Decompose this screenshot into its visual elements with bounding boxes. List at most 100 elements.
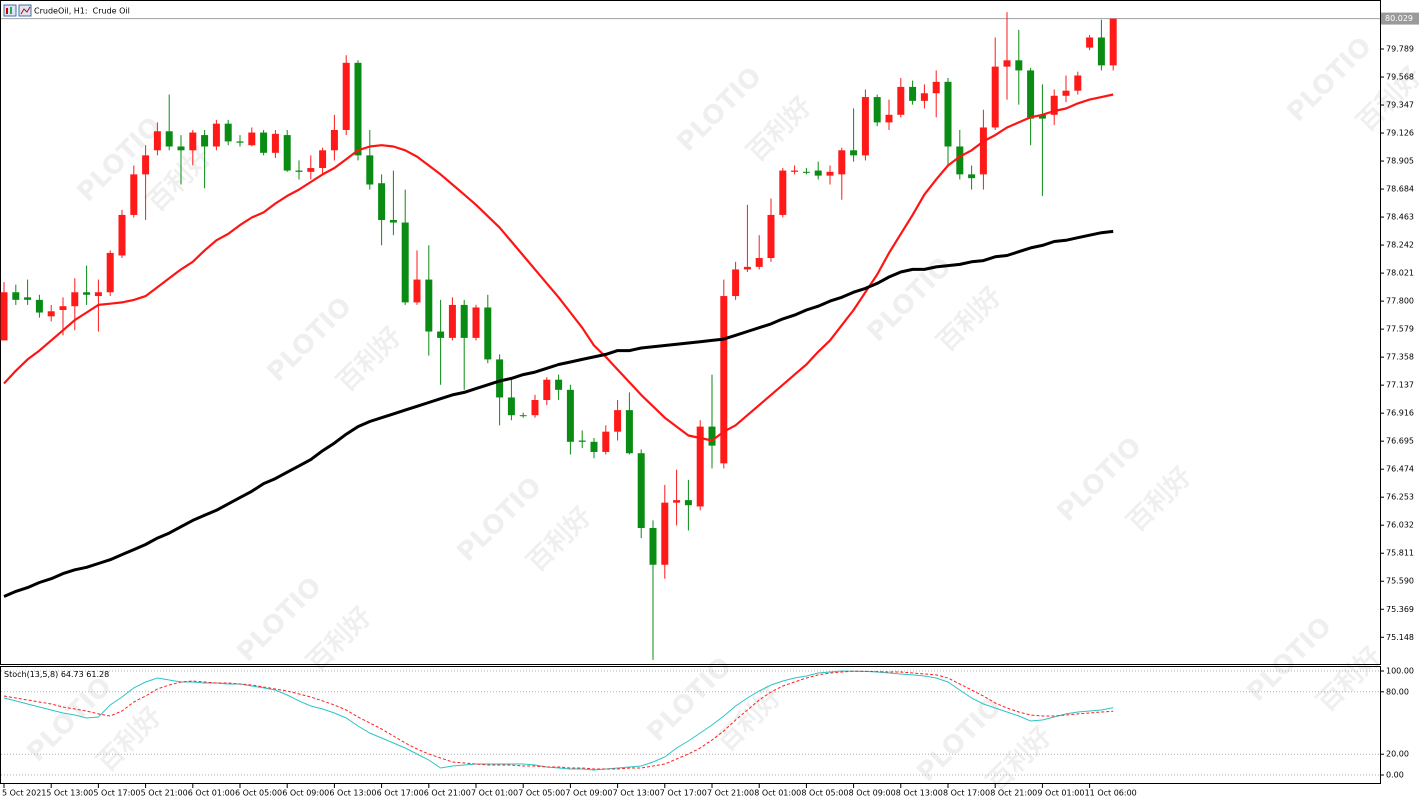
candle-body [307,168,315,172]
y-tick-label: 76.032 [1386,521,1414,530]
candle-body [956,146,964,175]
candle-body [637,453,645,529]
candle-body [602,431,610,452]
y-tick-label: 77.800 [1386,297,1414,306]
candle-body [130,174,138,215]
candle-body [201,135,209,147]
candle-body [708,426,716,446]
candle-body [696,426,704,507]
candle-body [94,292,102,297]
candle-body [661,502,669,565]
candle-body [814,170,822,176]
stoch-title-part: Stoch(13,5,8) [4,670,58,679]
candle-body [295,170,303,172]
candle-body [448,304,456,338]
candle-body [519,415,527,417]
x-tick-label: 9 Oct 01:00 [1037,789,1084,798]
candle-body [909,86,917,101]
x-tick-label: 7 Oct 21:00 [707,789,754,798]
x-tick-label: 6 Oct 09:00 [282,789,329,798]
x-tick-label: 8 Oct 09:00 [849,789,896,798]
y-tick-label: 76.253 [1386,493,1414,502]
candle-body [342,62,350,131]
candle-body [319,150,327,169]
candle-body [472,307,480,338]
x-tick-label: 7 Oct 13:00 [613,789,660,798]
y-tick-label: 77.579 [1386,325,1414,334]
candle-body [991,66,999,128]
candle-body [578,440,586,442]
y-tick-label: 75.148 [1386,633,1414,642]
y-tick-label: 78.021 [1386,269,1414,278]
candle-body [236,141,244,143]
candle-body [496,359,504,398]
candle-body [354,62,362,156]
y-tick-label: 76.916 [1386,409,1414,418]
x-tick-label: 7 Oct 05:00 [518,789,565,798]
candle-body [212,123,220,147]
candle-body [743,266,751,270]
candle-body [366,155,374,185]
candle-body [460,304,468,338]
candle-body [507,397,515,416]
candle-body [979,127,987,175]
candle-body [330,130,338,151]
stoch-title: Stoch(13,5,8) 64.73 61.28 [4,670,109,679]
candle-body [106,252,114,293]
x-tick-label: 7 Oct 17:00 [660,789,707,798]
candle-body [838,150,846,175]
candle-body [260,132,268,153]
stoch-line [3,670,1114,770]
candle-body [283,135,291,171]
y-tick-label: 0.00 [1386,771,1404,780]
y-tick-label: 75.590 [1386,577,1414,586]
y-tick-label: 79.568 [1386,73,1414,82]
candle-body [673,500,681,503]
candle-body [165,131,173,147]
candle-body [1062,90,1070,96]
candle-body [71,292,79,307]
candle-body [684,500,692,506]
x-tick-label: 8 Oct 21:00 [990,789,1037,798]
candle-body [484,307,492,360]
candle-body [437,331,445,338]
candle-body [1074,75,1082,91]
stoch-panel-border [0,666,1381,784]
y-tick-label: 78.463 [1386,213,1414,222]
candle-body [142,155,150,175]
candle-body [791,170,799,172]
candle-body [1050,95,1058,115]
candle-body [861,97,869,156]
x-tick-label: 6 Oct 17:00 [377,789,424,798]
x-tick-label: 11 Oct 06:00 [1085,789,1137,798]
candle-body [944,81,952,147]
candle-body [1038,114,1046,119]
x-tick-label: 8 Oct 17:00 [943,789,990,798]
moving-average [3,229,1114,598]
candle-body [543,379,551,400]
candle-body [826,171,834,176]
candle-body [732,269,740,297]
y-tick-label: 20.00 [1386,750,1409,759]
candle-body [47,311,55,317]
candle-body [779,170,787,215]
candle-body [920,93,928,101]
x-tick-label: 5 Oct 21:00 [141,789,188,798]
candle-body [873,97,881,123]
y-tick-label: 77.137 [1386,381,1414,390]
candle-body [1097,37,1105,66]
candle-body [614,410,622,432]
candle-body [378,183,386,221]
candle-body [932,81,940,94]
candle-body [59,306,67,310]
candle-body [83,292,91,295]
candle-body [24,297,32,300]
candle-body [555,379,563,390]
y-tick-label: 77.358 [1386,353,1414,362]
candle-body [1003,60,1011,67]
y-tick-label: 75.811 [1386,549,1414,558]
x-tick-label: 8 Oct 05:00 [801,789,848,798]
candle-body [590,441,598,452]
last-price-label: 80.029 [1385,14,1413,23]
